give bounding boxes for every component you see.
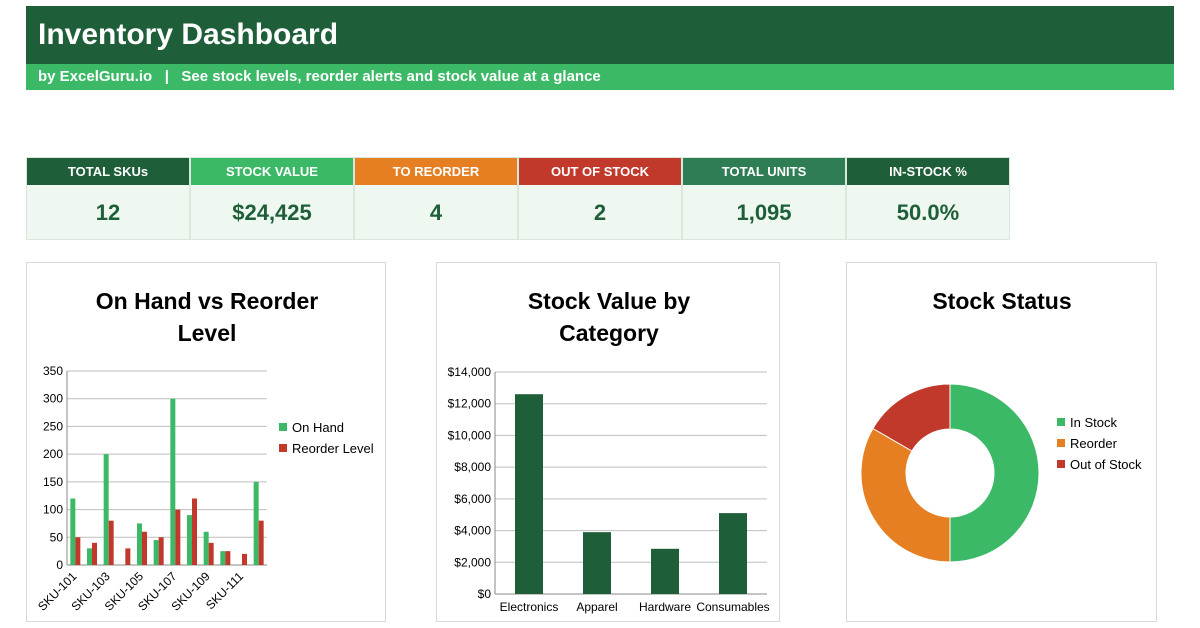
y-tick-label: $4,000 [454, 524, 491, 538]
kpi-label: TO REORDER [355, 158, 517, 185]
dashboard-subtitle: by ExcelGuru.io | See stock levels, reor… [26, 64, 1174, 90]
kpi-value: 4 [429, 200, 443, 225]
y-tick-label: $12,000 [448, 397, 492, 411]
x-tick-label: Electronics [500, 600, 559, 614]
title-bar: Inventory Dashboard [26, 6, 1174, 64]
dashboard-title: Inventory Dashboard [38, 18, 339, 51]
kpi-label: OUT OF STOCK [519, 158, 681, 185]
legend-label: Reorder Level [292, 441, 374, 456]
y-tick-label: 200 [43, 447, 63, 461]
bar-value [651, 548, 679, 594]
legend-swatch [1057, 460, 1065, 468]
y-tick-label: 250 [43, 419, 63, 433]
bar-reorder-level [125, 548, 131, 565]
chart-title: Level [178, 320, 237, 346]
bar-reorder-level [158, 537, 164, 565]
kpi-card: TOTAL UNITS 1,095 [682, 157, 846, 240]
chart-title: Stock Value by [528, 288, 691, 314]
on-hand-vs-reorder-chart: On Hand vs Reorder Level 0 50 100 150 200 250 30… [35, 288, 374, 614]
y-tick-label: 50 [50, 530, 64, 544]
bar-value [583, 532, 611, 594]
bar-reorder-level [208, 542, 214, 565]
y-tick-label: 0 [56, 558, 63, 572]
chart-title: On Hand vs Reorder [96, 288, 318, 314]
kpi-label: TOTAL UNITS [683, 158, 845, 185]
bar-on-hand [70, 498, 76, 565]
legend-swatch [1057, 418, 1065, 426]
kpi-value: 50.0% [896, 200, 960, 225]
bar-value [719, 513, 747, 594]
kpi-card: IN-STOCK % 50.0% [846, 157, 1010, 240]
bar-reorder-level [175, 509, 181, 565]
x-tick-label: Apparel [576, 600, 617, 614]
stock-value-panel: Stock Value by Category $0 $2,000 $4,000 $6,0… [436, 262, 780, 622]
x-tick-label: SKU-111 [203, 569, 246, 612]
bar-on-hand [253, 481, 259, 565]
bar-reorder-level [258, 520, 264, 565]
bar-reorder-level [142, 531, 147, 565]
bar-reorder-level [242, 553, 247, 565]
legend-label: On Hand [292, 420, 344, 435]
bar-reorder-level [108, 520, 114, 565]
donut-slice [872, 383, 951, 452]
donut-slice [860, 427, 951, 563]
donut-slice [949, 383, 1040, 563]
legend-swatch [279, 423, 287, 431]
y-tick-label: $14,000 [448, 365, 492, 379]
kpi-card: STOCK VALUE $24,425 [190, 157, 354, 240]
kpi-card: TOTAL SKUs 12 [26, 157, 190, 240]
stock-status-chart: Stock Status In Stock Reorder Out of Stock [860, 288, 1142, 563]
kpi-value: 12 [95, 200, 121, 225]
y-tick-label: 150 [43, 475, 63, 489]
bar-reorder-level [192, 498, 197, 565]
bar-on-hand [187, 515, 192, 565]
y-tick-label: $0 [478, 587, 492, 601]
kpi-label: STOCK VALUE [191, 158, 353, 185]
chart-title: Stock Status [932, 288, 1071, 314]
legend-swatch [1057, 439, 1065, 447]
legend-label: In Stock [1070, 415, 1117, 430]
kpi-value: 2 [593, 200, 607, 225]
bar-value [515, 394, 543, 594]
bar-reorder-level [92, 542, 97, 565]
kpi-value: $24,425 [232, 200, 312, 225]
bar-reorder-level [225, 551, 231, 565]
legend-swatch [279, 444, 287, 452]
x-tick-label: Consumables [696, 600, 769, 614]
y-tick-label: 100 [43, 503, 63, 517]
bar-on-hand [153, 540, 159, 565]
kpi-card: OUT OF STOCK 2 [518, 157, 682, 240]
bar-on-hand [170, 398, 176, 565]
legend-label: Reorder [1070, 436, 1118, 451]
y-tick-label: $10,000 [448, 428, 492, 442]
stock-value-chart: Stock Value by Category $0 $2,000 $4,000 $6,0… [448, 288, 770, 614]
stock-status-panel: Stock Status In Stock Reorder Out of Stock [846, 262, 1157, 622]
bar-on-hand [137, 523, 142, 565]
bar-reorder-level [75, 537, 81, 565]
bar-on-hand [87, 548, 92, 565]
y-tick-label: 300 [43, 392, 63, 406]
kpi-label: TOTAL SKUs [27, 158, 189, 185]
y-tick-label: 350 [43, 364, 63, 378]
chart-title: Category [559, 320, 659, 346]
legend-label: Out of Stock [1070, 457, 1142, 472]
bar-on-hand [103, 454, 109, 565]
y-tick-label: $8,000 [454, 460, 491, 474]
kpi-label: IN-STOCK % [847, 158, 1009, 185]
kpi-value: 1,095 [736, 200, 792, 225]
on-hand-vs-reorder-panel: On Hand vs Reorder Level 0 50 100 150 200 250 30… [26, 262, 386, 622]
bar-on-hand [220, 551, 226, 565]
bar-on-hand [203, 531, 209, 565]
y-tick-label: $6,000 [454, 492, 491, 506]
x-tick-label: Hardware [639, 600, 691, 614]
kpi-card: TO REORDER 4 [354, 157, 518, 240]
y-tick-label: $2,000 [454, 555, 491, 569]
